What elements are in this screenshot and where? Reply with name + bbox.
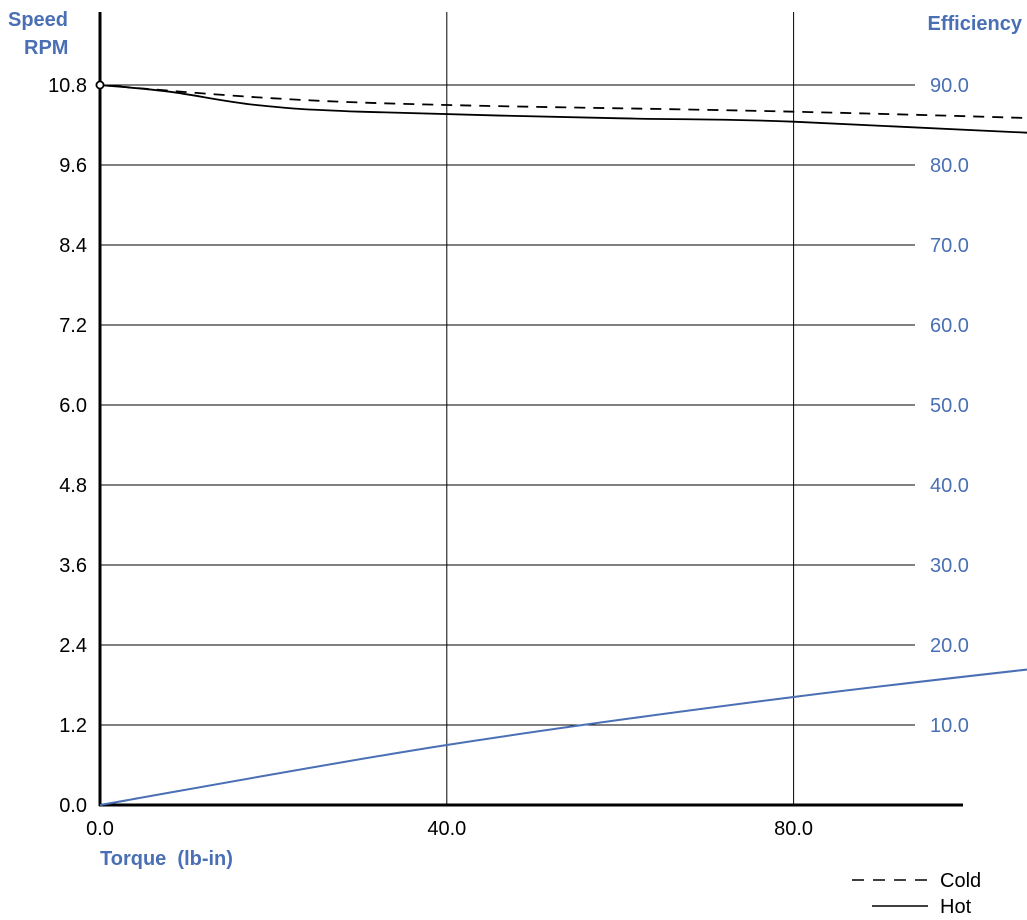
y-left-tick-label: 7.2 [59, 315, 87, 337]
legend: Cold Hot [852, 870, 981, 918]
x-tick-label: 0.0 [86, 818, 114, 840]
y-left-tick-label: 1.2 [59, 715, 87, 737]
y-left-tick-label: 8.4 [59, 235, 87, 257]
y-right-tick-label: 10.0 [930, 715, 969, 737]
y-right-title: Efficiency [928, 13, 1023, 35]
series-efficiency-line [99, 668, 1027, 806]
point-markers [95, 80, 105, 90]
y-right-tick-label: 20.0 [930, 635, 969, 657]
y-right-tick-label: 70.0 [930, 235, 969, 257]
data-point-marker [95, 80, 105, 90]
y-left-tick-label: 9.6 [59, 155, 87, 177]
y-right-tick-label: 50.0 [930, 395, 969, 417]
series-lines [99, 84, 1027, 806]
y-left-tick-label: 2.4 [59, 635, 87, 657]
x-tick-label: 40.0 [427, 818, 466, 840]
y-left-tick-label: 0.0 [59, 795, 87, 817]
y-right-tick-label: 60.0 [930, 315, 969, 337]
axes [98, 12, 963, 807]
grid [100, 12, 915, 805]
x-tick-label: 80.0 [774, 818, 813, 840]
y-right-tick-label: 40.0 [930, 475, 969, 497]
legend-cold-label: Cold [940, 870, 981, 892]
y-right-tick-label: 30.0 [930, 555, 969, 577]
series-hot-line [99, 84, 1027, 134]
tick-labels: 0.0 1.2 2.4 3.6 4.8 6.0 7.2 8.4 9.6 10.8 10.0 20.0 3… [48, 75, 969, 840]
y-left-tick-label: 6.0 [59, 395, 87, 417]
y-left-title-line1: Speed [8, 9, 68, 31]
y-left-tick-label: 10.8 [48, 75, 87, 97]
legend-hot-label: Hot [940, 896, 972, 918]
series-cold-line [99, 84, 1027, 119]
y-left-tick-label: 4.8 [59, 475, 87, 497]
y-left-tick-label: 3.6 [59, 555, 87, 577]
y-right-tick-label: 80.0 [930, 155, 969, 177]
y-right-tick-label: 90.0 [930, 75, 969, 97]
x-axis-title: Torque (lb-in) [100, 848, 233, 870]
y-left-title-line2: RPM [24, 37, 68, 59]
